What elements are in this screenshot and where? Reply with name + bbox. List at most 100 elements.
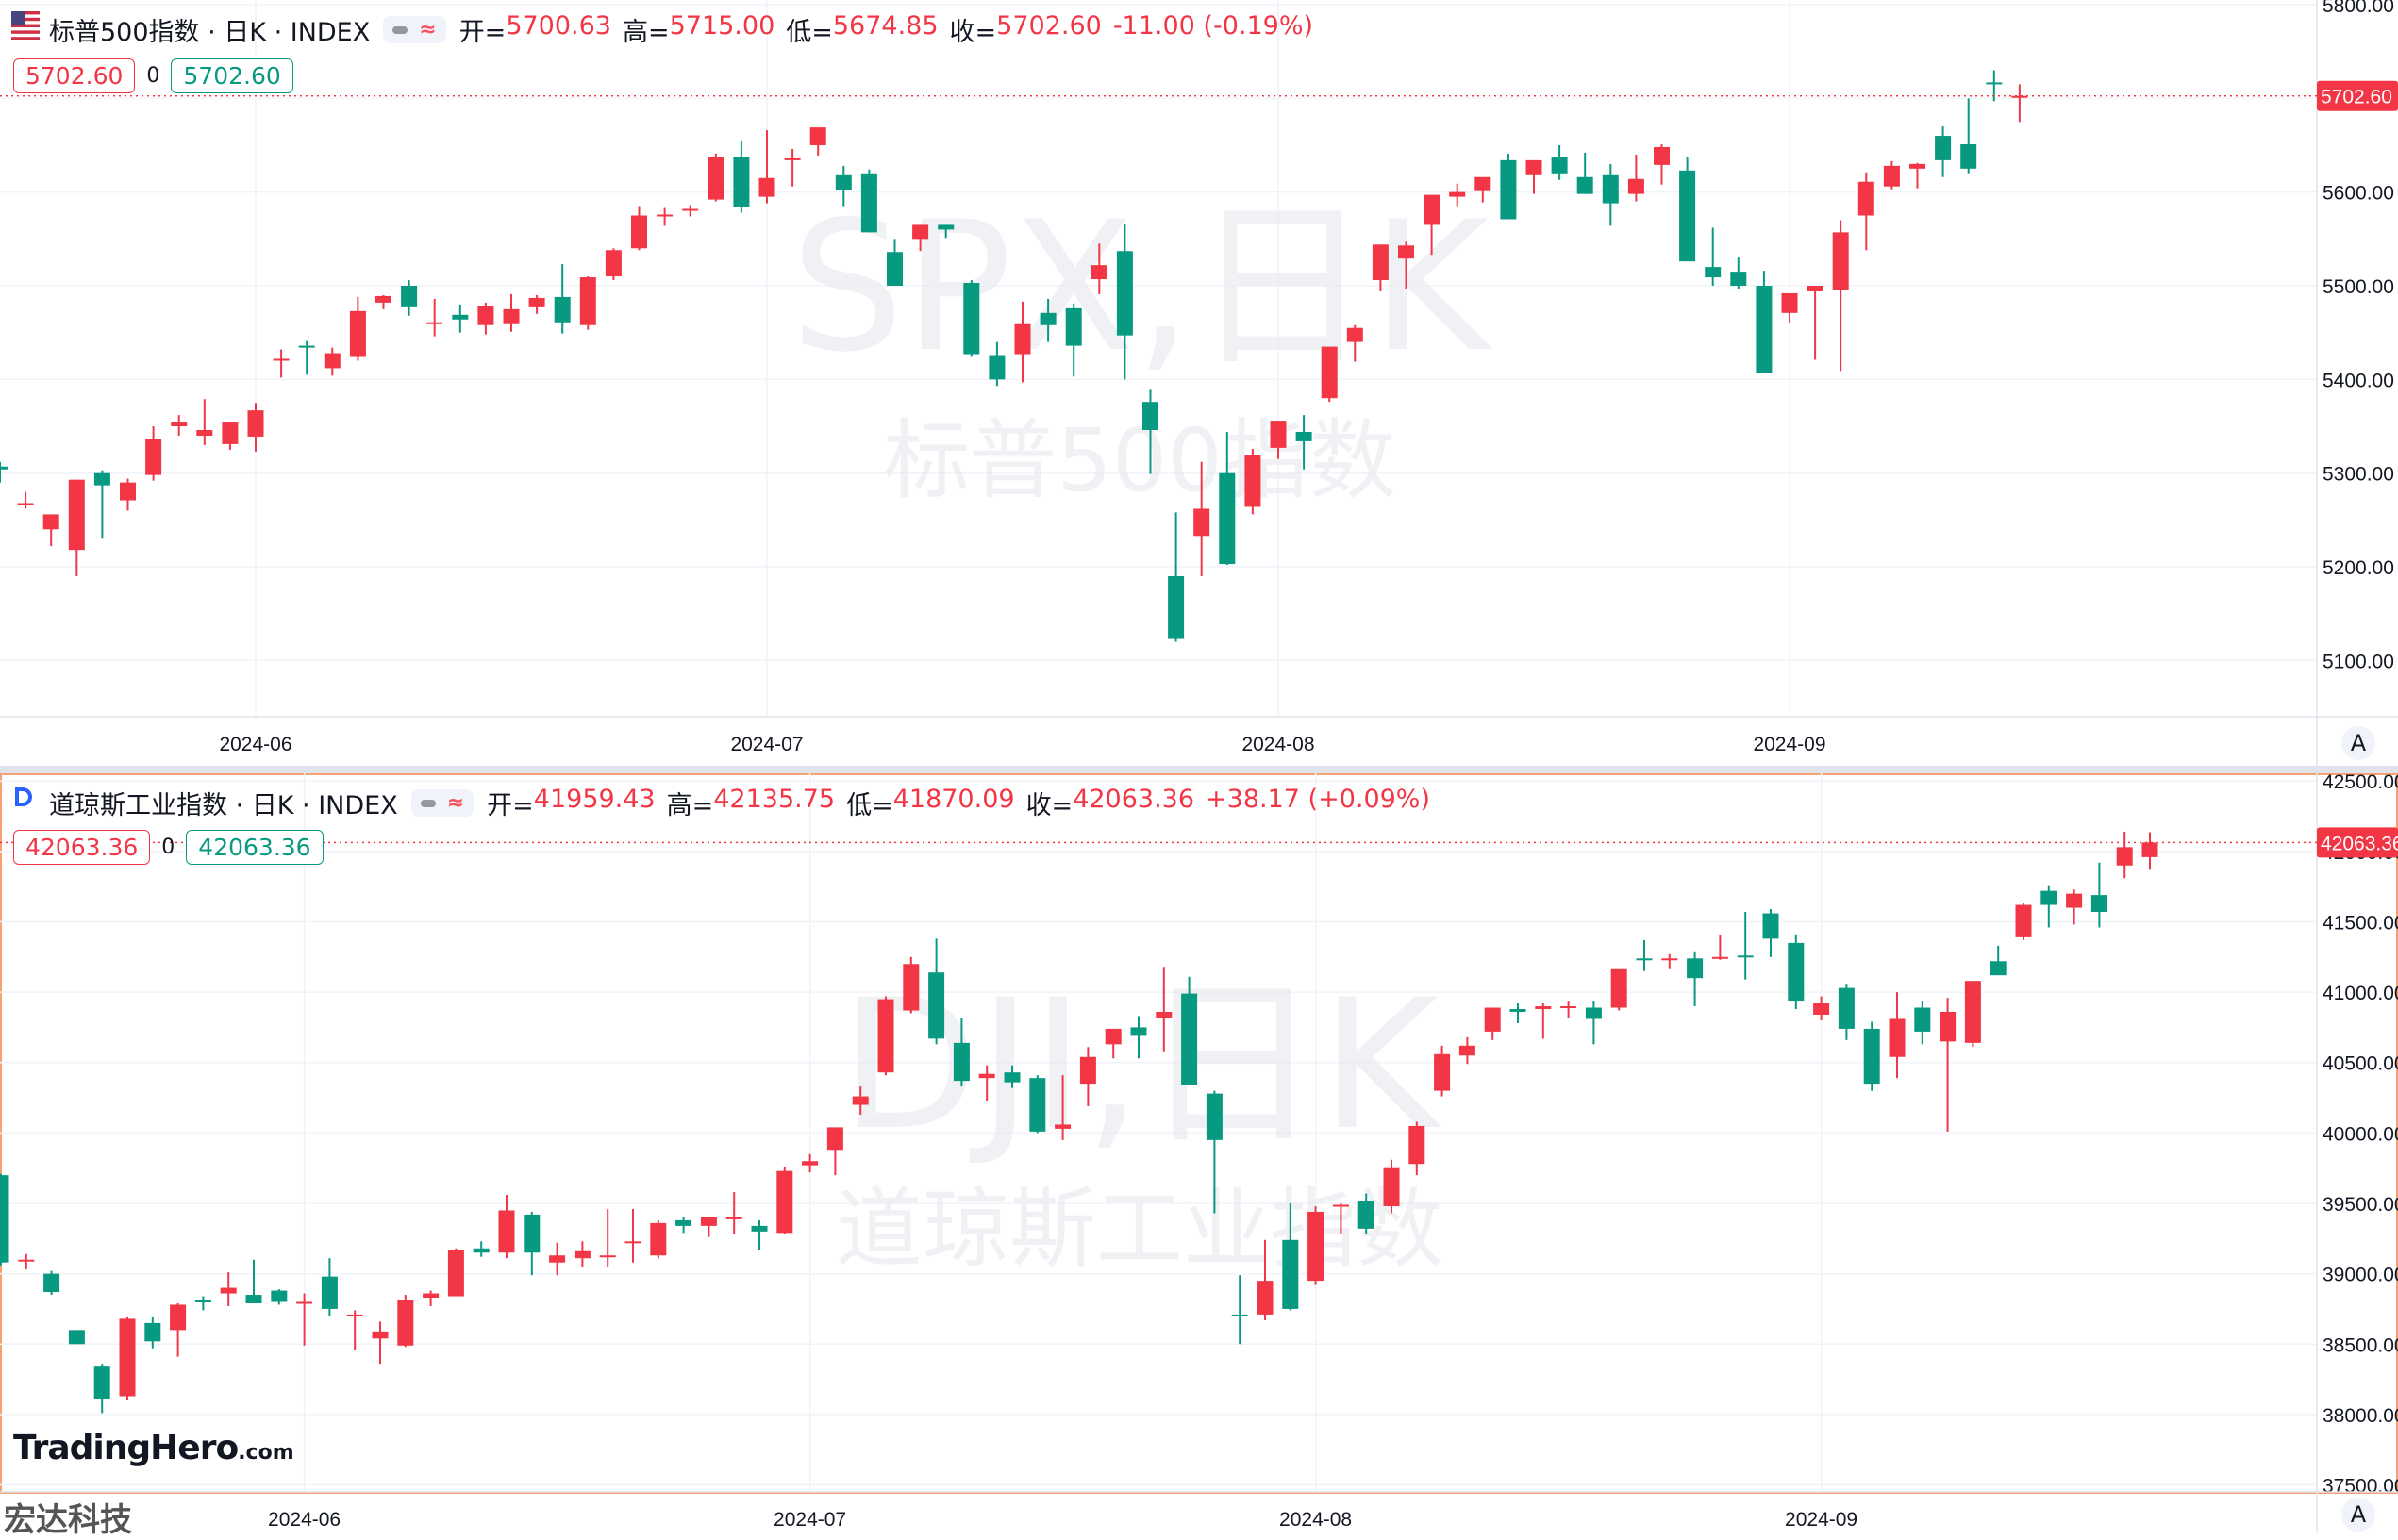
top-candle-body bbox=[733, 157, 750, 207]
bottom-candle bbox=[1711, 934, 1728, 960]
bottom-candle-body bbox=[1889, 1018, 1906, 1057]
bottom-watermark-name: 道琼斯工业指数 bbox=[836, 1179, 1443, 1280]
bottom-candle-body bbox=[1636, 958, 1653, 961]
top-candle-body bbox=[1705, 267, 1722, 278]
top-legend: 标普500指数 · 日K · INDEX ≈ 开= 5700.63 高= 571… bbox=[11, 11, 1313, 48]
bottom-candle bbox=[1560, 1001, 1577, 1018]
brand-domain: .com bbox=[238, 1441, 294, 1465]
top-candle bbox=[145, 426, 162, 481]
bottom-candle bbox=[524, 1211, 541, 1276]
bottom-candle-body bbox=[119, 1318, 136, 1397]
bottom-candle bbox=[953, 1017, 970, 1087]
close-value: 5702.60 bbox=[996, 11, 1102, 41]
top-candle bbox=[503, 293, 520, 332]
top-candle-body bbox=[708, 157, 724, 200]
top-candle bbox=[452, 304, 469, 333]
compare-icon: ≈ bbox=[446, 791, 465, 815]
bottom-candle-body bbox=[1687, 958, 1704, 979]
bottom-candle-body bbox=[700, 1217, 717, 1226]
top-title[interactable]: 标普500指数 · 日K · INDEX bbox=[49, 18, 371, 47]
top-candle-body bbox=[963, 283, 980, 355]
top-candle-body bbox=[2011, 95, 2028, 98]
bottom-candle-body bbox=[1130, 1027, 1147, 1036]
top-sell-box[interactable]: 5702.60 bbox=[13, 58, 136, 93]
top-candle-body bbox=[196, 430, 213, 436]
bottom-candle bbox=[2090, 862, 2107, 928]
bottom-candle-body bbox=[1813, 1003, 1830, 1015]
top-candle bbox=[1627, 154, 1644, 202]
top-candle-body bbox=[1730, 272, 1747, 287]
top-x-tick-label: 2024-07 bbox=[730, 734, 803, 755]
bottom-indicator-pill[interactable]: ≈ bbox=[410, 789, 475, 817]
top-auto-scale-button[interactable]: A bbox=[2341, 726, 2375, 760]
top-candle-body bbox=[1551, 157, 1568, 174]
bottom-candle-body bbox=[473, 1248, 490, 1253]
bottom-candle bbox=[1130, 1016, 1147, 1059]
top-candle bbox=[1372, 244, 1389, 291]
bottom-title[interactable]: 道琼斯工业指数 · 日K · INDEX bbox=[49, 791, 398, 820]
top-candle-body bbox=[1346, 327, 1363, 342]
bottom-candle bbox=[43, 1270, 60, 1296]
top-candle-body bbox=[42, 514, 59, 530]
bottom-candle-body bbox=[1838, 987, 1855, 1029]
bottom-candle bbox=[1156, 967, 1173, 1052]
bottom-candle bbox=[574, 1241, 591, 1267]
bottom-candle-body bbox=[675, 1219, 692, 1226]
top-candle-body bbox=[1654, 146, 1670, 165]
bottom-buy-box[interactable]: 42063.36 bbox=[186, 830, 324, 865]
bottom-y-tick-label: 40500.00 bbox=[2323, 1053, 2398, 1075]
bottom-candle bbox=[423, 1290, 440, 1306]
top-candle bbox=[1295, 415, 1312, 470]
top-candle-body bbox=[273, 358, 290, 361]
top-candle-body bbox=[375, 295, 391, 303]
top-y-tick-label: 5300.00 bbox=[2323, 464, 2394, 486]
top-candle-body bbox=[605, 250, 622, 277]
bottom-candle bbox=[1257, 1239, 1274, 1320]
bottom-candle bbox=[220, 1272, 237, 1306]
top-candle-body bbox=[1500, 159, 1517, 220]
top-candle-body bbox=[93, 472, 110, 486]
bottom-candle-body bbox=[2116, 847, 2133, 866]
top-candle bbox=[989, 341, 1006, 387]
top-candle bbox=[120, 478, 136, 511]
top-candle bbox=[324, 347, 341, 376]
top-candle bbox=[1398, 241, 1414, 289]
open-label: 开= bbox=[458, 18, 507, 47]
bottom-auto-scale-button[interactable]: A bbox=[2341, 1498, 2375, 1532]
top-candle-body bbox=[1525, 159, 1542, 175]
bottom-candle bbox=[447, 1248, 464, 1297]
bottom-candle-body bbox=[1711, 956, 1728, 959]
bottom-candle-body bbox=[852, 1096, 869, 1105]
top-candle bbox=[887, 239, 903, 287]
top-candle bbox=[1091, 243, 1107, 294]
top-candle-body bbox=[171, 422, 188, 427]
bottom-price-boxes: 42063.36 0 42063.36 bbox=[13, 830, 324, 865]
bottom-candle bbox=[2066, 889, 2083, 925]
top-candle bbox=[1116, 224, 1133, 380]
bottom-sell-box[interactable]: 42063.36 bbox=[13, 830, 151, 865]
top-candle bbox=[1654, 143, 1670, 185]
bottom-candle-body bbox=[245, 1295, 262, 1303]
bottom-candle bbox=[1788, 934, 1805, 1010]
bottom-candle bbox=[1484, 1007, 1501, 1040]
bottom-candle-body bbox=[296, 1301, 313, 1304]
top-candle bbox=[1014, 301, 1031, 383]
top-candle-body bbox=[0, 466, 8, 470]
bottom-candle bbox=[346, 1310, 363, 1350]
hide-icon bbox=[392, 25, 408, 34]
bottom-candle bbox=[1535, 1003, 1552, 1039]
top-candle bbox=[860, 169, 877, 233]
top-candle-body bbox=[1219, 472, 1236, 565]
top-candle-body bbox=[145, 439, 162, 475]
bottom-candle bbox=[877, 996, 894, 1076]
top-candle-body bbox=[1270, 421, 1287, 448]
top-y-tick-label: 5600.00 bbox=[2323, 183, 2394, 205]
top-candle-body bbox=[887, 252, 903, 287]
top-candle-body bbox=[1781, 292, 1798, 313]
top-buy-box[interactable]: 5702.60 bbox=[171, 58, 293, 93]
top-indicator-pill[interactable]: ≈ bbox=[383, 16, 446, 43]
bottom-candle-body bbox=[1914, 1007, 1931, 1032]
top-candle bbox=[1346, 324, 1363, 362]
bottom-candle-body bbox=[1408, 1125, 1425, 1165]
